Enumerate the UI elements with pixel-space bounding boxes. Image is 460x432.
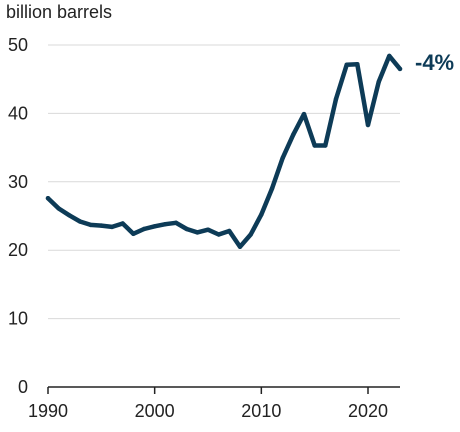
series-end-label: -4% (415, 50, 454, 75)
y-tick-label-30: 30 (8, 172, 28, 192)
data-point-1995 (99, 223, 104, 228)
data-point-2004 (195, 230, 200, 235)
data-point-2017 (333, 96, 339, 102)
x-tick-label-2020: 2020 (348, 401, 388, 421)
x-tick-label-1990: 1990 (28, 401, 68, 421)
data-point-1997 (120, 221, 125, 226)
data-point-2006 (216, 232, 221, 237)
y-tick-labels: 0 10 20 30 40 50 (8, 35, 28, 397)
data-point-2003 (184, 226, 189, 232)
series-line-0 (45, 53, 403, 250)
data-point-2020 (365, 122, 371, 128)
y-tick-label-40: 40 (8, 103, 28, 123)
data-point-2005 (205, 227, 211, 232)
data-point-2023 (397, 66, 403, 72)
data-point-2019 (355, 61, 360, 67)
y-tick-label-20: 20 (8, 240, 28, 260)
data-point-2002 (173, 220, 179, 225)
x-axis-ticks: 1990 2000 2010 2020 (28, 387, 388, 421)
data-point-2000 (152, 224, 157, 229)
data-point-1990 (45, 196, 51, 201)
y-tick-label-10: 10 (8, 309, 28, 329)
data-point-2013 (291, 132, 296, 137)
data-point-2022 (387, 53, 392, 59)
data-point-2016 (323, 143, 328, 148)
data-point-2018 (344, 62, 349, 67)
data-point-2014 (301, 111, 307, 117)
data-point-2007 (227, 228, 232, 234)
y-tick-label-0: 0 (18, 377, 28, 397)
x-tick-label-2000: 2000 (135, 401, 175, 421)
x-tick-label-2010: 2010 (241, 401, 281, 421)
data-point-1998 (131, 231, 136, 236)
y-axis-unit-label: billion barrels (6, 2, 112, 22)
data-point-2015 (312, 143, 317, 148)
data-point-2009 (248, 232, 253, 237)
data-point-2008 (237, 244, 243, 249)
data-point-2011 (269, 186, 275, 191)
data-point-1996 (109, 224, 115, 230)
data-point-2010 (259, 212, 264, 217)
series-group: -4% (45, 50, 454, 250)
data-point-1999 (141, 226, 147, 232)
data-point-1992 (67, 213, 72, 218)
data-point-2012 (280, 155, 285, 161)
y-tick-label-50: 50 (8, 35, 28, 55)
data-point-2001 (163, 222, 168, 227)
gridlines (48, 44, 400, 320)
data-point-2021 (376, 79, 381, 85)
data-point-1991 (56, 206, 61, 211)
data-point-1993 (77, 219, 83, 224)
data-point-1994 (88, 222, 93, 228)
